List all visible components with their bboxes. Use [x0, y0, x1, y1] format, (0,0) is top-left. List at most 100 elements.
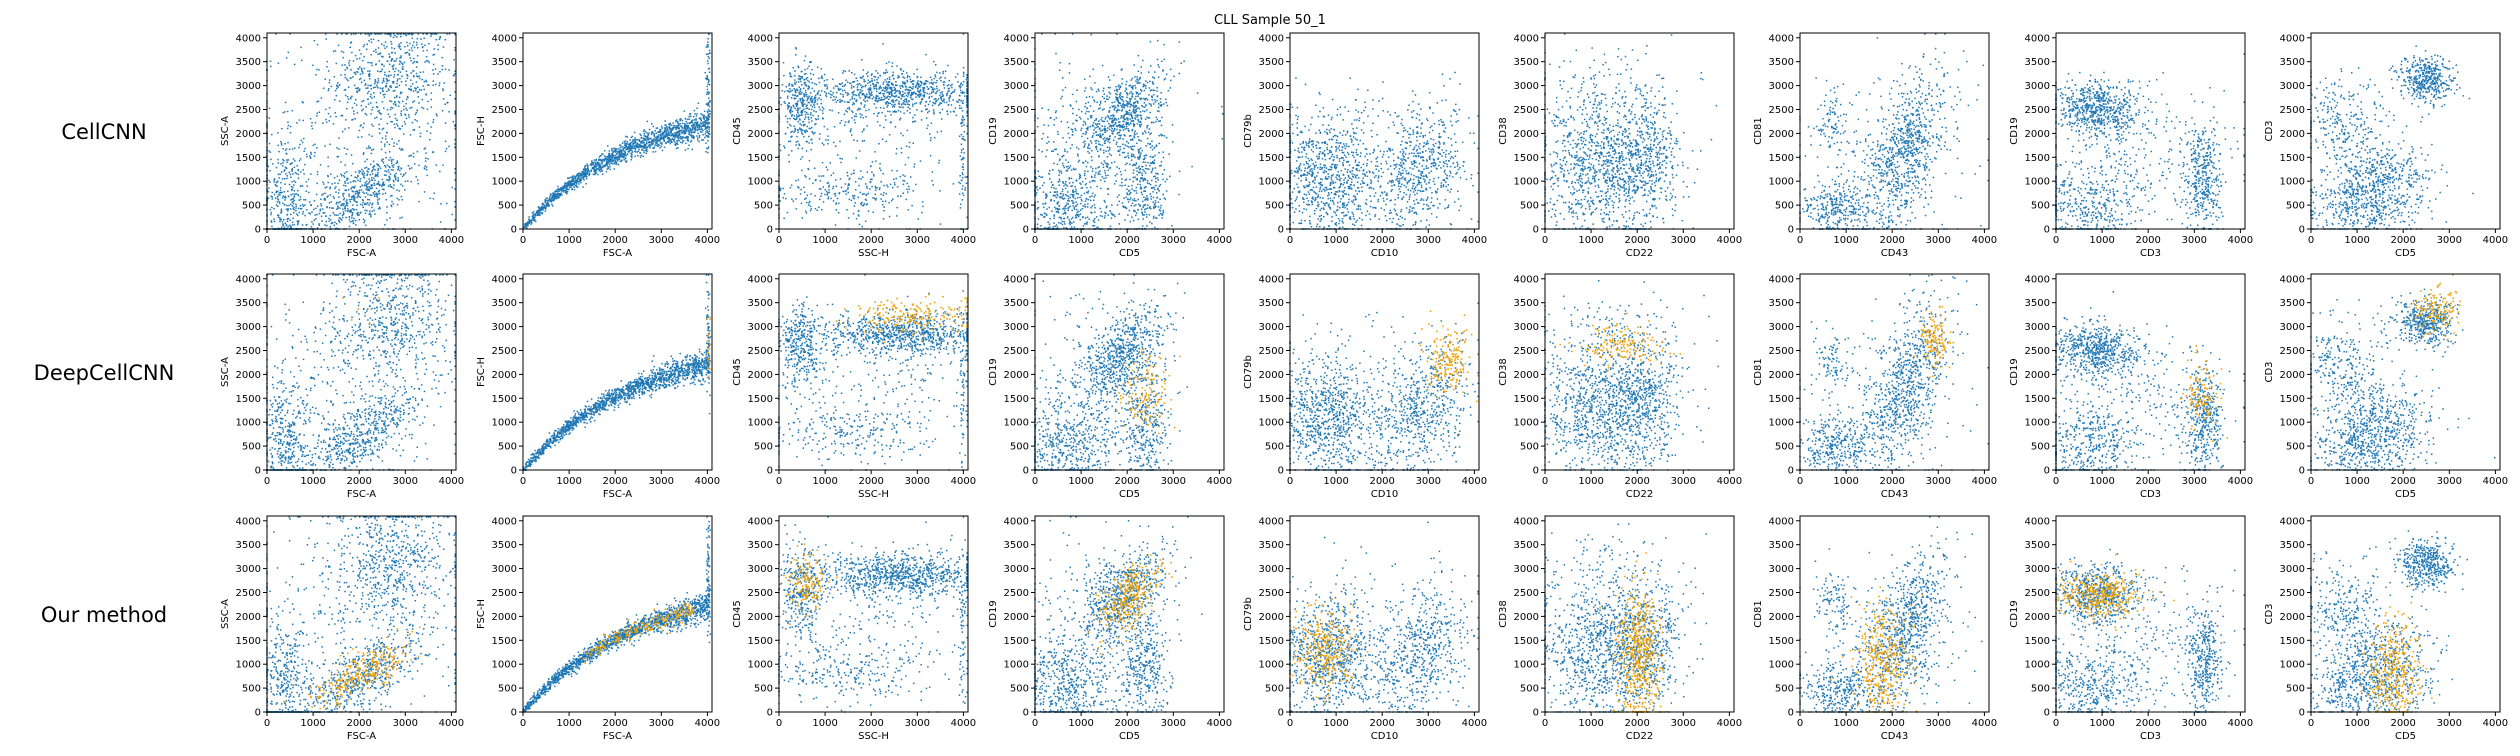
- data-point: [381, 88, 383, 90]
- data-point: [582, 186, 584, 188]
- data-point: [585, 183, 587, 185]
- data-point: [709, 68, 711, 70]
- data-point: [436, 113, 438, 115]
- data-point: [325, 187, 327, 189]
- data-point: [597, 165, 599, 167]
- data-point: [367, 98, 369, 100]
- data-point: [385, 157, 387, 159]
- data-point: [663, 136, 665, 138]
- data-point: [576, 185, 578, 187]
- data-point: [622, 149, 624, 151]
- data-point: [622, 157, 624, 159]
- data-point: [405, 114, 407, 116]
- data-point: [662, 132, 664, 134]
- data-point: [312, 65, 314, 67]
- y-tick-label: 500: [242, 201, 261, 212]
- data-point: [659, 147, 661, 149]
- data-point: [706, 86, 708, 88]
- data-point: [583, 168, 585, 170]
- data-point: [374, 191, 376, 193]
- data-point: [652, 131, 654, 133]
- data-point: [328, 218, 330, 220]
- data-point: [364, 80, 366, 82]
- data-point: [426, 56, 428, 58]
- data-point: [415, 176, 417, 178]
- data-point: [409, 107, 411, 109]
- data-point: [439, 37, 441, 39]
- data-point: [706, 46, 708, 48]
- data-point: [292, 205, 294, 207]
- data-point: [386, 132, 388, 134]
- data-point: [636, 144, 638, 146]
- data-point: [685, 133, 687, 135]
- data-point: [354, 197, 356, 199]
- data-point: [643, 142, 645, 144]
- data-point: [381, 141, 383, 143]
- data-point: [697, 133, 699, 135]
- data-point: [413, 153, 415, 155]
- data-point: [595, 162, 597, 164]
- data-point: [585, 165, 587, 167]
- data-point: [690, 135, 692, 137]
- data-point: [634, 140, 636, 142]
- data-point: [382, 158, 384, 160]
- data-point: [365, 196, 367, 198]
- x-tick-label: 3000: [649, 235, 674, 246]
- y-tick-label: 0: [511, 225, 517, 236]
- data-point: [671, 134, 673, 136]
- data-point: [297, 222, 299, 224]
- data-point: [691, 140, 693, 142]
- data-point: [643, 147, 645, 149]
- data-point: [394, 60, 396, 62]
- data-point: [288, 52, 290, 54]
- data-point: [377, 174, 379, 176]
- data-point: [592, 168, 594, 170]
- data-point: [708, 146, 710, 148]
- data-point: [388, 71, 390, 73]
- data-point: [336, 85, 338, 87]
- y-tick-label: 0: [255, 225, 261, 236]
- data-point: [271, 220, 273, 222]
- data-point: [432, 69, 434, 71]
- data-point: [378, 40, 380, 42]
- data-point: [356, 205, 358, 207]
- data-point: [388, 159, 390, 161]
- data-point: [323, 199, 325, 201]
- data-point: [527, 224, 529, 226]
- data-point: [367, 194, 369, 196]
- data-point: [383, 78, 385, 80]
- data-point: [400, 149, 402, 151]
- data-point: [288, 196, 290, 198]
- data-point: [290, 214, 292, 216]
- data-point: [344, 208, 346, 210]
- data-point: [313, 145, 315, 147]
- data-point: [605, 156, 607, 158]
- data-point: [424, 148, 426, 150]
- data-point: [627, 147, 629, 149]
- data-point: [431, 106, 433, 108]
- data-point: [268, 191, 270, 193]
- data-point: [682, 127, 684, 129]
- data-point: [371, 65, 373, 67]
- data-point: [432, 54, 434, 56]
- data-point: [652, 139, 654, 141]
- data-point: [665, 142, 667, 144]
- data-point: [407, 45, 409, 47]
- data-point: [693, 136, 695, 138]
- data-point: [342, 57, 344, 59]
- data-point: [871, 78, 873, 80]
- data-point: [355, 220, 357, 222]
- data-point: [606, 160, 608, 162]
- data-point: [912, 103, 914, 105]
- data-point: [599, 167, 601, 169]
- data-point: [675, 145, 677, 147]
- data-point: [682, 123, 684, 125]
- data-point: [383, 108, 385, 110]
- data-point: [708, 58, 710, 60]
- data-point: [334, 222, 336, 224]
- data-point: [298, 170, 300, 172]
- data-point: [369, 174, 371, 176]
- data-point: [639, 139, 641, 141]
- data-point: [388, 76, 390, 78]
- data-point: [361, 68, 363, 70]
